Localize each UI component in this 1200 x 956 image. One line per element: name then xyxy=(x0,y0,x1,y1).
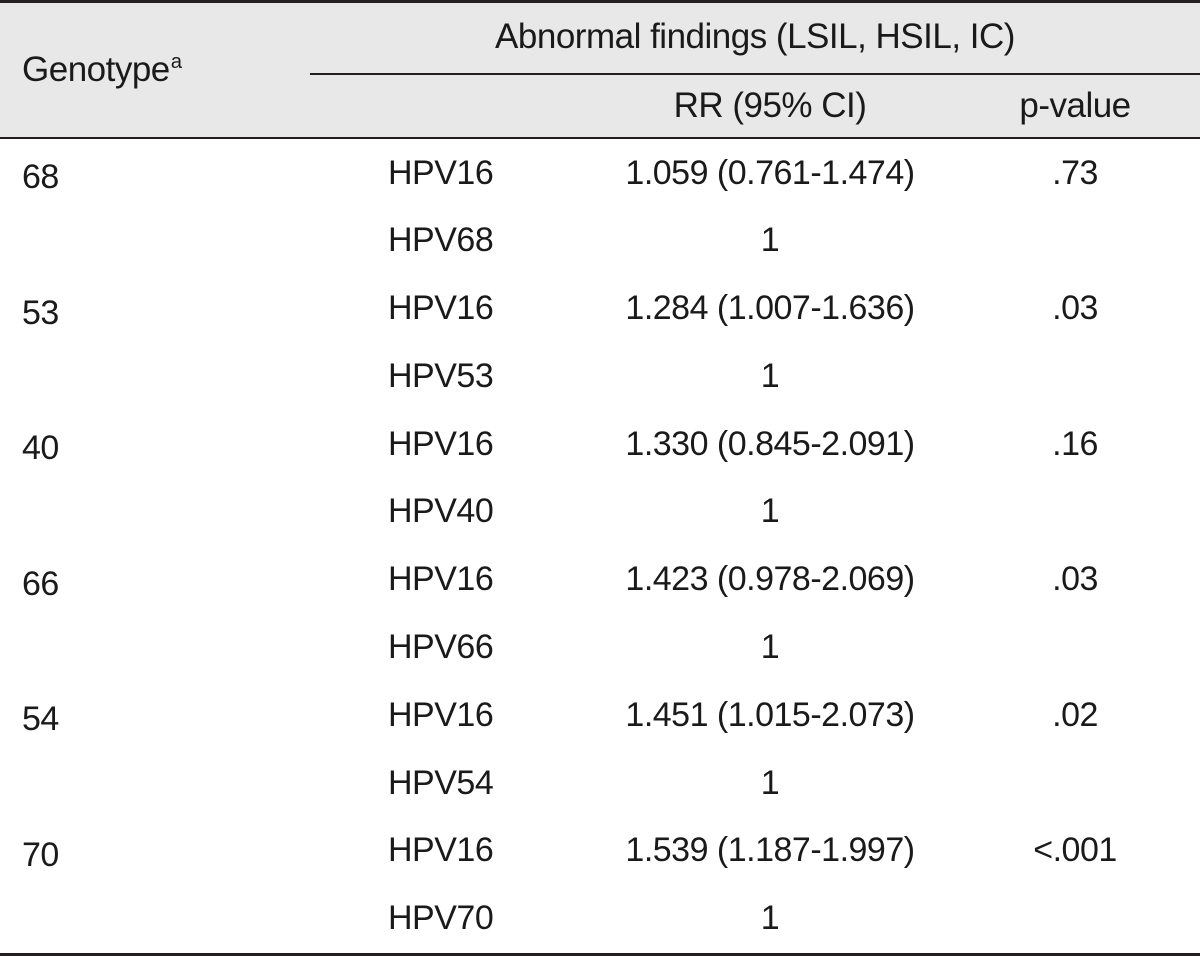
cell-rr: 1.059 (0.761-1.474) xyxy=(600,138,960,207)
cell-pvalue xyxy=(960,749,1200,817)
cell-genotype xyxy=(0,478,310,546)
cell-rr: 1.539 (1.187-1.997) xyxy=(600,817,960,885)
table-row: 54HPV161.451 (1.015-2.073).02 xyxy=(0,681,1200,749)
table-header-row-1: Genotypea Abnormal findings (LSIL, HSIL,… xyxy=(0,2,1200,75)
table-row: HPV661 xyxy=(0,614,1200,682)
cell-genotype xyxy=(0,885,310,954)
cell-rr: 1.423 (0.978-2.069) xyxy=(600,546,960,614)
cell-group: HPV54 xyxy=(310,749,600,817)
header-empty-group xyxy=(310,74,600,138)
cell-rr: 1 xyxy=(600,478,960,546)
header-rr: RR (95% CI) xyxy=(600,74,960,138)
table-row: 40HPV161.330 (0.845-2.091).16 xyxy=(0,410,1200,478)
table-row: 68HPV161.059 (0.761-1.474).73 xyxy=(0,138,1200,207)
cell-pvalue: .16 xyxy=(960,410,1200,478)
cell-genotype xyxy=(0,749,310,817)
header-genotype: Genotypea xyxy=(0,2,310,139)
cell-pvalue: .03 xyxy=(960,275,1200,343)
cell-genotype: 54 xyxy=(0,681,310,749)
cell-genotype xyxy=(0,207,310,275)
table-row: HPV541 xyxy=(0,749,1200,817)
cell-genotype: 70 xyxy=(0,817,310,885)
header-pvalue: p-value xyxy=(960,74,1200,138)
cell-genotype: 40 xyxy=(0,410,310,478)
genotype-rr-table: Genotypea Abnormal findings (LSIL, HSIL,… xyxy=(0,0,1200,956)
cell-pvalue xyxy=(960,207,1200,275)
cell-group: HPV68 xyxy=(310,207,600,275)
cell-pvalue xyxy=(960,885,1200,954)
cell-genotype: 68 xyxy=(0,138,310,207)
cell-pvalue xyxy=(960,342,1200,410)
table-row: 70HPV161.539 (1.187-1.997)<.001 xyxy=(0,817,1200,885)
cell-pvalue: <.001 xyxy=(960,817,1200,885)
cell-rr: 1 xyxy=(600,614,960,682)
cell-group: HPV16 xyxy=(310,410,600,478)
table-row: 66HPV161.423 (0.978-2.069).03 xyxy=(0,546,1200,614)
cell-pvalue xyxy=(960,478,1200,546)
cell-rr: 1.284 (1.007-1.636) xyxy=(600,275,960,343)
cell-group: HPV70 xyxy=(310,885,600,954)
cell-group: HPV16 xyxy=(310,681,600,749)
cell-genotype: 53 xyxy=(0,275,310,343)
cell-pvalue xyxy=(960,614,1200,682)
cell-rr: 1 xyxy=(600,749,960,817)
table-row: 53HPV161.284 (1.007-1.636).03 xyxy=(0,275,1200,343)
cell-group: HPV16 xyxy=(310,275,600,343)
table-body: 68HPV161.059 (0.761-1.474).73HPV68153HPV… xyxy=(0,138,1200,954)
cell-group: HPV16 xyxy=(310,546,600,614)
cell-rr: 1 xyxy=(600,885,960,954)
cell-genotype: 66 xyxy=(0,546,310,614)
table-row: HPV681 xyxy=(0,207,1200,275)
cell-group: HPV66 xyxy=(310,614,600,682)
header-genotype-footnote: a xyxy=(170,51,182,73)
cell-genotype xyxy=(0,614,310,682)
header-genotype-label: Genotype xyxy=(22,50,170,89)
table-row: HPV701 xyxy=(0,885,1200,954)
cell-group: HPV16 xyxy=(310,138,600,207)
cell-group: HPV16 xyxy=(310,817,600,885)
cell-group: HPV40 xyxy=(310,478,600,546)
cell-pvalue: .73 xyxy=(960,138,1200,207)
cell-genotype xyxy=(0,342,310,410)
cell-group: HPV53 xyxy=(310,342,600,410)
cell-rr: 1.330 (0.845-2.091) xyxy=(600,410,960,478)
cell-rr: 1.451 (1.015-2.073) xyxy=(600,681,960,749)
table-row: HPV401 xyxy=(0,478,1200,546)
cell-rr: 1 xyxy=(600,207,960,275)
cell-pvalue: .03 xyxy=(960,546,1200,614)
cell-pvalue: .02 xyxy=(960,681,1200,749)
cell-rr: 1 xyxy=(600,342,960,410)
table-row: HPV531 xyxy=(0,342,1200,410)
header-span-abnormal: Abnormal findings (LSIL, HSIL, IC) xyxy=(310,2,1200,75)
